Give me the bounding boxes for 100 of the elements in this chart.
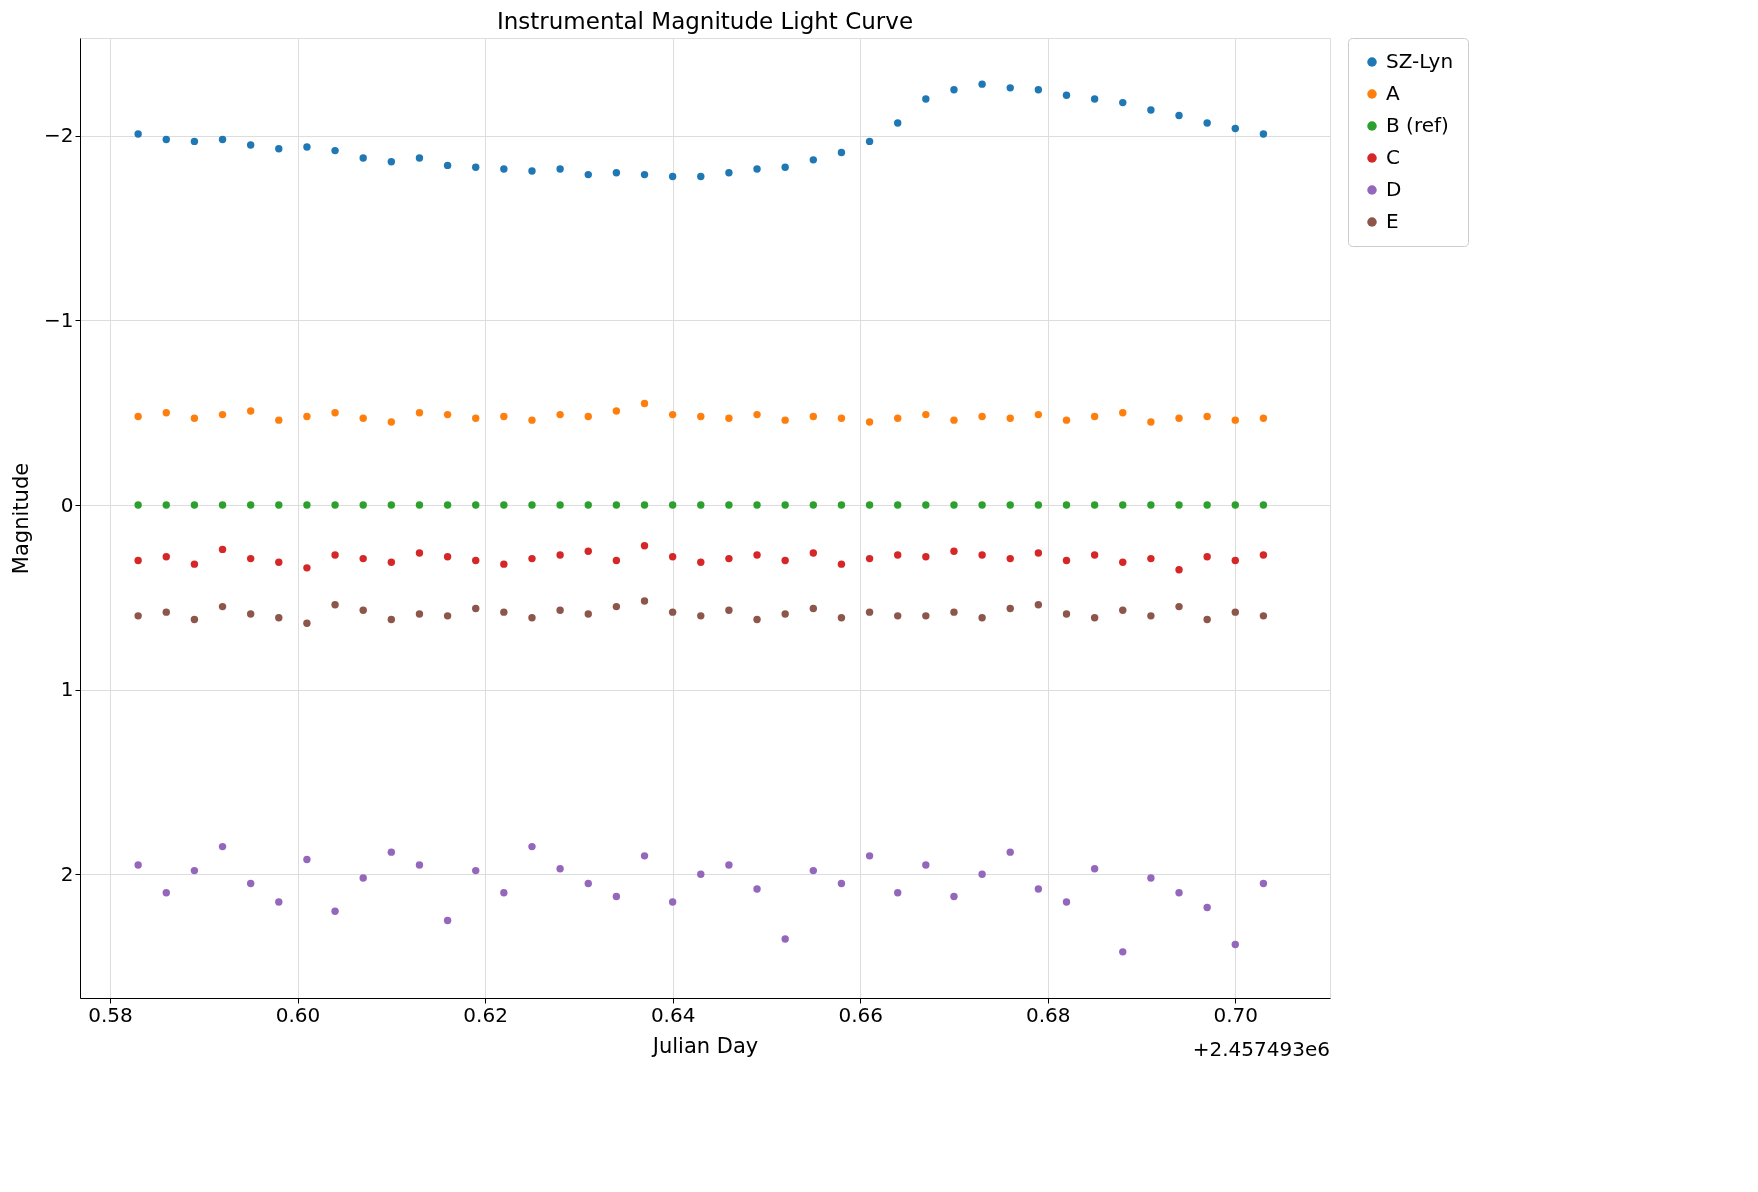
point — [922, 861, 930, 869]
point — [725, 861, 733, 869]
point — [922, 410, 930, 419]
point — [809, 156, 818, 164]
x-tick-label: 0.58 — [88, 1002, 133, 1027]
point — [162, 553, 170, 561]
point — [162, 135, 170, 144]
point — [640, 170, 649, 179]
point — [359, 606, 367, 615]
point — [584, 547, 592, 555]
point — [134, 612, 142, 620]
point — [1119, 501, 1127, 509]
point — [472, 866, 480, 875]
point — [162, 409, 170, 417]
point — [1006, 604, 1014, 613]
point — [584, 501, 592, 509]
point — [1062, 91, 1071, 99]
legend-label: B (ref) — [1386, 113, 1449, 137]
point — [472, 604, 480, 613]
point — [725, 501, 733, 509]
point — [640, 852, 649, 860]
point — [528, 416, 536, 424]
point — [556, 865, 564, 873]
point — [950, 85, 958, 94]
point — [753, 885, 761, 893]
point — [668, 553, 677, 561]
point — [1147, 874, 1155, 882]
point — [697, 501, 705, 509]
point — [922, 95, 930, 103]
point — [134, 556, 142, 565]
point — [781, 501, 789, 509]
y-tick-label: −2 — [44, 123, 74, 148]
point — [359, 154, 367, 162]
point — [1119, 409, 1127, 417]
legend-label: A — [1386, 81, 1400, 105]
point — [387, 501, 396, 509]
point — [303, 412, 311, 421]
point — [556, 606, 564, 615]
point — [753, 410, 761, 419]
point — [246, 879, 255, 888]
point — [303, 855, 311, 864]
point — [134, 130, 142, 138]
point — [894, 889, 902, 897]
point — [1259, 879, 1268, 888]
point — [1062, 556, 1071, 565]
point — [500, 889, 508, 897]
point — [1090, 551, 1099, 559]
point — [1175, 111, 1183, 120]
point — [837, 560, 846, 568]
point — [1175, 414, 1183, 423]
point — [331, 551, 339, 559]
point — [978, 870, 986, 879]
point — [865, 501, 874, 509]
point — [303, 619, 311, 627]
point — [668, 898, 677, 906]
point — [1090, 613, 1099, 622]
point — [950, 608, 958, 616]
point — [1006, 554, 1014, 563]
point — [1147, 612, 1155, 620]
point — [387, 558, 396, 567]
point — [218, 501, 227, 509]
point — [1147, 418, 1155, 426]
y-axis-title: Magnitude — [9, 462, 34, 575]
point — [134, 861, 142, 869]
point — [584, 170, 592, 179]
point — [837, 879, 846, 888]
y-tick-label: 2 — [60, 861, 74, 886]
point — [1034, 410, 1043, 419]
point — [753, 501, 761, 509]
point — [472, 556, 480, 565]
point — [500, 165, 508, 173]
point — [387, 157, 396, 166]
point — [894, 119, 902, 127]
point — [725, 606, 733, 615]
point — [246, 554, 255, 563]
point — [359, 501, 367, 509]
point — [1231, 501, 1239, 509]
point — [246, 610, 255, 618]
point — [725, 169, 733, 177]
point — [1203, 903, 1211, 912]
point — [134, 412, 142, 421]
point — [809, 412, 818, 421]
point — [190, 560, 199, 568]
point — [1034, 85, 1043, 94]
point — [781, 163, 789, 171]
point — [640, 399, 649, 408]
point — [640, 541, 649, 550]
point — [472, 414, 480, 423]
point — [246, 501, 255, 509]
point — [894, 551, 902, 559]
point — [1119, 98, 1127, 107]
point — [668, 172, 677, 181]
point — [612, 892, 621, 901]
point — [1062, 898, 1071, 906]
point — [500, 608, 508, 616]
point — [950, 416, 958, 424]
point — [1090, 95, 1099, 103]
point — [584, 610, 592, 618]
point — [978, 551, 986, 559]
point — [303, 143, 311, 151]
